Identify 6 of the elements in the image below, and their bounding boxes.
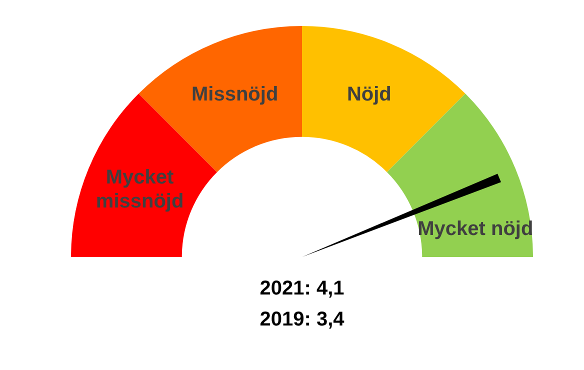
- slice-label: Mycket missnöjd: [96, 166, 184, 212]
- slice-label: Mycket nöjd: [418, 218, 534, 240]
- text: 2021: 4,1: [260, 278, 344, 300]
- slice-label: Missnöjd: [191, 83, 278, 106]
- text: 2019: 3,4: [260, 308, 346, 331]
- slice-label: Nöjd: [346, 83, 392, 106]
